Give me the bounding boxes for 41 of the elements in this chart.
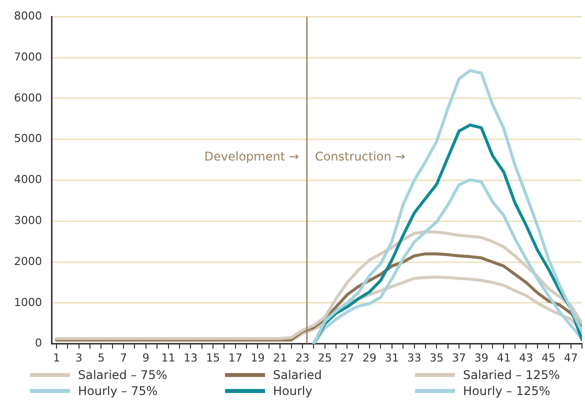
x-tick-label: 23: [295, 351, 310, 364]
y-tick-label: 1000: [14, 296, 42, 309]
legend-label: Salaried – 75%: [78, 368, 168, 382]
x-tick-label: 9: [142, 351, 150, 364]
y-tick-label: 8000: [14, 9, 42, 22]
y-tick-label: 0: [34, 336, 42, 350]
x-tick-label: 1: [52, 351, 60, 364]
x-tick-label: 33: [407, 351, 422, 364]
y-tick-label: 4000: [14, 173, 42, 186]
x-tick-label: 11: [161, 351, 176, 364]
x-tick-label: 15: [206, 351, 220, 364]
legend-label: Hourly: [273, 384, 312, 398]
x-tick-label: 5: [98, 351, 105, 364]
legend-label: Hourly – 125%: [463, 384, 550, 398]
x-tick-label: 47: [564, 351, 578, 364]
y-tick-label: 6000: [14, 91, 42, 104]
y-tick-label: 2000: [14, 254, 42, 268]
x-tick-label: 43: [519, 351, 534, 364]
x-tick-label: 17: [228, 351, 242, 364]
x-tick-label: 31: [384, 351, 399, 364]
x-tick-label: 41: [496, 351, 511, 364]
x-tick-label: 39: [474, 351, 488, 364]
y-tick-label: 3000: [14, 214, 42, 227]
legend-label: Salaried: [273, 368, 322, 382]
y-tick-label: 5000: [14, 132, 42, 146]
annotation: Construction →: [314, 149, 406, 164]
x-tick-label: 7: [120, 351, 128, 364]
x-tick-label: 35: [430, 351, 444, 364]
x-tick-label: 27: [340, 351, 354, 364]
legend-label: Hourly – 75%: [78, 384, 158, 398]
x-tick-label: 29: [362, 351, 377, 364]
annotation: Development →: [204, 149, 299, 164]
x-tick-label: 19: [250, 351, 265, 364]
y-tick-label: 7000: [14, 50, 42, 64]
x-tick-label: 13: [184, 351, 198, 364]
x-tick-label: 21: [273, 351, 288, 364]
x-tick-label: 45: [541, 351, 556, 364]
x-tick-label: 3: [75, 351, 82, 364]
legend-label: Salaried – 125%: [463, 368, 560, 382]
x-tick-label: 25: [318, 351, 332, 364]
x-tick-label: 37: [452, 351, 466, 364]
